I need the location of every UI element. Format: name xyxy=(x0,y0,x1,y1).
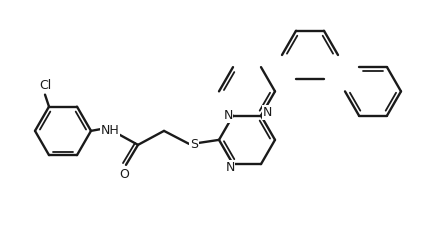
Text: O: O xyxy=(119,168,129,181)
Text: N: N xyxy=(262,106,272,119)
Text: NH: NH xyxy=(101,124,119,137)
Text: S: S xyxy=(190,138,198,151)
Text: N: N xyxy=(225,160,235,173)
Text: N: N xyxy=(223,109,233,122)
Text: Cl: Cl xyxy=(39,79,51,92)
